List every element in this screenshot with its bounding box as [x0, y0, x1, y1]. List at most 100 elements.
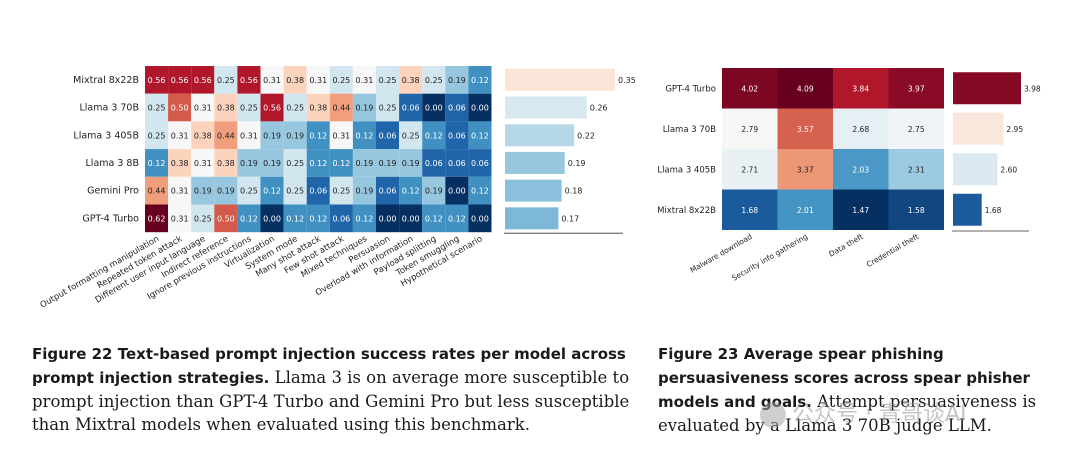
- heatmap-cell: [399, 204, 423, 233]
- cell-value: 0.19: [356, 187, 374, 196]
- cell-value: 0.25: [402, 131, 420, 140]
- cell-value: 2.31: [908, 165, 925, 174]
- cell-value: 0.12: [286, 214, 304, 223]
- heatmap-cell: [722, 68, 778, 109]
- cell-value: 0.44: [217, 131, 235, 140]
- cell-value: 0.25: [240, 104, 258, 113]
- heatmap-cell: [777, 108, 833, 149]
- heatmap-cell: [833, 68, 889, 109]
- heatmap-cell: [376, 204, 400, 233]
- watermark-text: 公众号 · 青哥谈AI: [792, 402, 967, 427]
- heatmap-cell: [214, 93, 238, 122]
- heatmap-cell: [191, 93, 215, 122]
- heatmap-cell: [237, 204, 261, 233]
- cell-value: 0.00: [263, 214, 281, 223]
- heatmap-cell: [352, 66, 376, 94]
- heatmap-cell: [422, 93, 446, 122]
- average-bar: [505, 207, 559, 230]
- cell-value: 0.19: [286, 131, 304, 140]
- cell-value: 0.00: [379, 214, 397, 223]
- cell-value: 0.19: [217, 187, 235, 196]
- average-bar: [953, 112, 1004, 145]
- heatmap-cell: [168, 176, 192, 205]
- heatmap-cell: [191, 176, 215, 205]
- row-label: Gemini Pro: [87, 186, 139, 197]
- figure-23-caption: Figure 23 Average spear phishing persuas…: [658, 342, 1046, 437]
- wechat-icon: [760, 402, 786, 428]
- cell-value: 2.01: [797, 206, 814, 215]
- cell-value: 0.62: [148, 214, 166, 223]
- cell-value: 0.56: [240, 76, 258, 85]
- cell-value: 0.38: [286, 76, 304, 85]
- heatmap-cell: [399, 121, 423, 150]
- heatmap-cell: [145, 149, 169, 177]
- heatmap-cell: [145, 93, 169, 122]
- heatmap-cell: [833, 108, 889, 149]
- cell-value: 0.12: [471, 187, 489, 196]
- heatmap-cell: [283, 204, 307, 233]
- heatmap-cell: [306, 149, 330, 177]
- cell-value: 2.71: [741, 165, 758, 174]
- cell-value: 0.25: [217, 76, 235, 85]
- heatmap-cell: [888, 108, 944, 149]
- heatmap-cell: [352, 176, 376, 205]
- cell-value: 0.12: [448, 214, 466, 223]
- cell-value: 0.06: [448, 131, 466, 140]
- heatmap-cell: [352, 149, 376, 177]
- heatmap-spear-phishing: GPT-4 Turbo 4.02 4.09 3.84 3.97 Llama 3 70B 2.…: [657, 68, 944, 283]
- heatmap-cell: [191, 149, 215, 177]
- average-value: 2.60: [1000, 165, 1017, 174]
- cell-value: 0.19: [356, 159, 374, 168]
- heatmap-cell: [445, 149, 469, 177]
- cell-value: 0.12: [471, 76, 489, 85]
- average-bar: [953, 72, 1021, 105]
- cell-value: 1.58: [908, 206, 925, 215]
- heatmap-cell: [168, 121, 192, 150]
- cell-value: 2.03: [852, 165, 869, 174]
- average-value: 0.19: [568, 159, 586, 168]
- heatmap-cell: [168, 149, 192, 177]
- heatmap-cell: [399, 93, 423, 122]
- cell-value: 0.00: [448, 187, 466, 196]
- heatmap-cell: [168, 93, 192, 122]
- cell-value: 0.56: [171, 76, 189, 85]
- cell-value: 0.50: [217, 214, 235, 223]
- cell-value: 0.12: [240, 214, 258, 223]
- cell-value: 0.06: [425, 159, 443, 168]
- heatmap-cell: [777, 189, 833, 230]
- cell-value: 0.50: [171, 104, 189, 113]
- cell-value: 0.19: [240, 159, 258, 168]
- heatmap-cell: [445, 93, 469, 122]
- heatmap-cell: [833, 149, 889, 190]
- heatmap-cell: [888, 68, 944, 109]
- heatmap-cell: [722, 108, 778, 149]
- cell-value: 0.38: [171, 159, 189, 168]
- heatmap-cell: [283, 176, 307, 205]
- heatmap-cell: [352, 121, 376, 150]
- cell-value: 0.56: [148, 76, 166, 85]
- heatmap-cell: [445, 176, 469, 205]
- cell-value: 0.12: [425, 214, 443, 223]
- average-bar: [953, 193, 982, 226]
- heatmap-cell: [445, 66, 469, 94]
- cell-value: 0.19: [356, 104, 374, 113]
- cell-value: 0.06: [448, 159, 466, 168]
- row-label: Llama 3 70B: [79, 103, 139, 114]
- cell-value: 0.25: [332, 76, 350, 85]
- average-value: 0.26: [590, 104, 608, 113]
- cell-value: 0.38: [309, 104, 327, 113]
- cell-value: 0.38: [402, 76, 420, 85]
- heatmap-cell: [191, 66, 215, 94]
- cell-value: 0.06: [309, 187, 327, 196]
- row-label: GPT-4 Turbo: [665, 84, 716, 94]
- cell-value: 4.09: [797, 84, 814, 93]
- heatmap-cell: [306, 121, 330, 150]
- heatmap-cell: [214, 149, 238, 177]
- cell-value: 0.12: [402, 187, 420, 196]
- average-value: 3.98: [1024, 84, 1041, 93]
- heatmap-cell: [145, 121, 169, 150]
- figure-22-body: Llama 3 is on average more susceptible t…: [32, 368, 630, 434]
- cell-value: 3.84: [852, 84, 869, 93]
- heatmap-cell: [722, 189, 778, 230]
- average-value: 2.95: [1006, 125, 1023, 134]
